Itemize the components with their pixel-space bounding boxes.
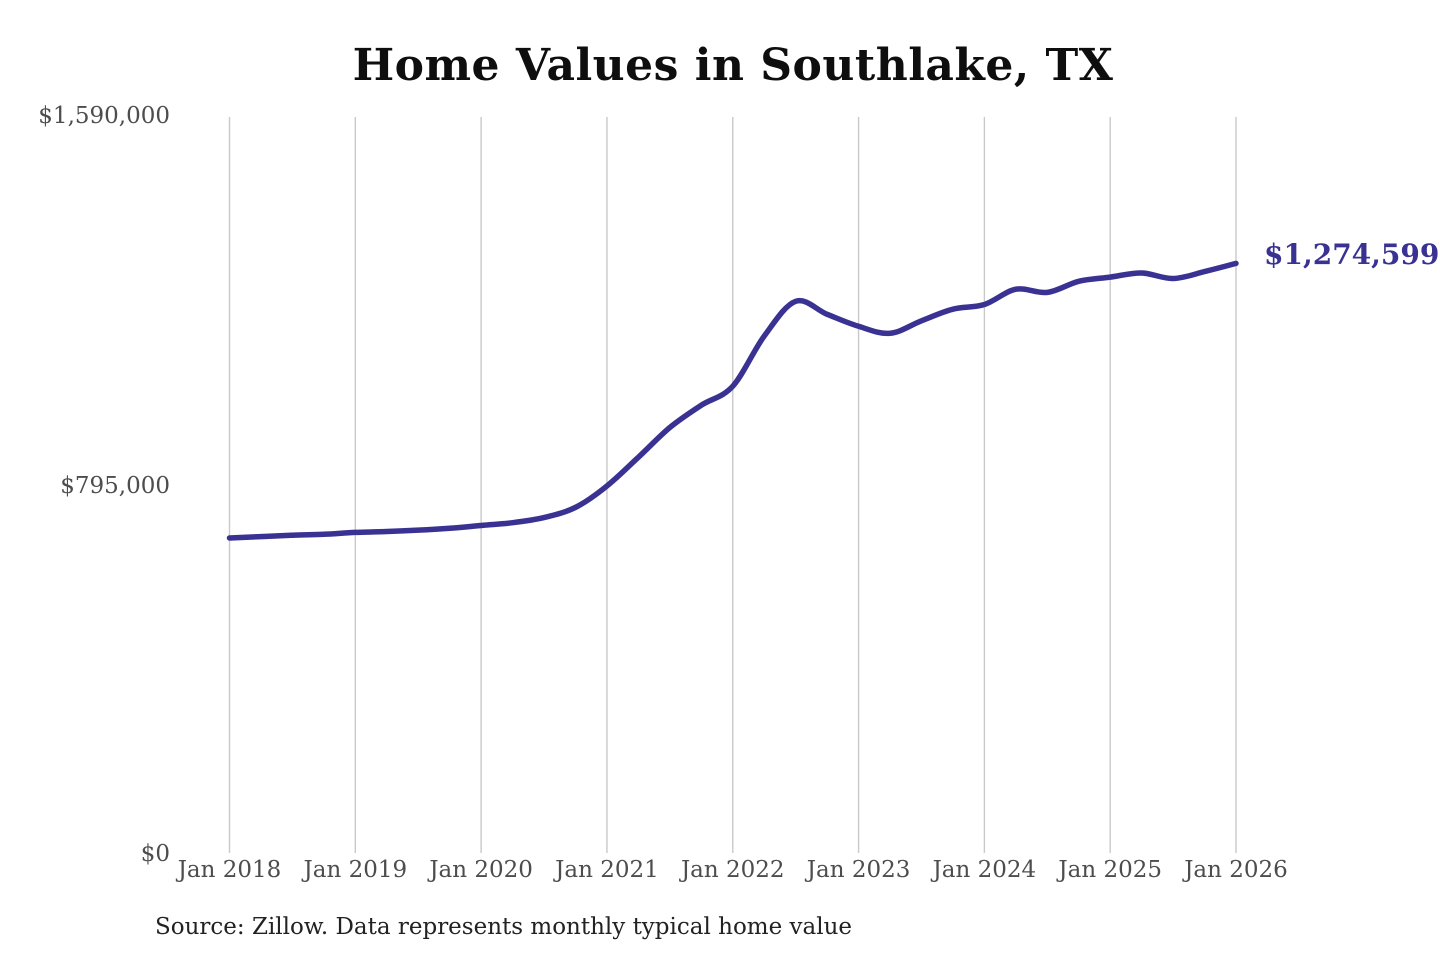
x-tick-jan-2018: Jan 2018 [177, 857, 282, 883]
x-tick-jan-2019: Jan 2019 [303, 857, 408, 883]
x-tick-jan-2020: Jan 2020 [429, 857, 533, 883]
latest-value-label: $1,274,599 [1264, 238, 1440, 271]
source-note: Source: Zillow. Data represents monthly … [155, 914, 853, 940]
chart-title: Home Values in Southlake, TX [352, 40, 1114, 91]
vertical-gridlines [228, 117, 1237, 853]
y-axis-label-zero: $0 [140, 841, 170, 867]
x-tick-jan-2022: Jan 2022 [680, 857, 785, 883]
home-value-line [226, 260, 1239, 541]
x-tick-jan-2024: Jan 2024 [932, 857, 1037, 883]
x-tick-jan-2026: Jan 2026 [1184, 857, 1288, 883]
y-axis-label-mid: $795,000 [60, 473, 170, 499]
x-tick-jan-2025: Jan 2025 [1058, 857, 1162, 883]
y-axis-label-max: $1,590,000 [38, 103, 170, 129]
x-tick-jan-2021: Jan 2021 [555, 857, 659, 883]
x-tick-jan-2023: Jan 2023 [806, 857, 911, 883]
